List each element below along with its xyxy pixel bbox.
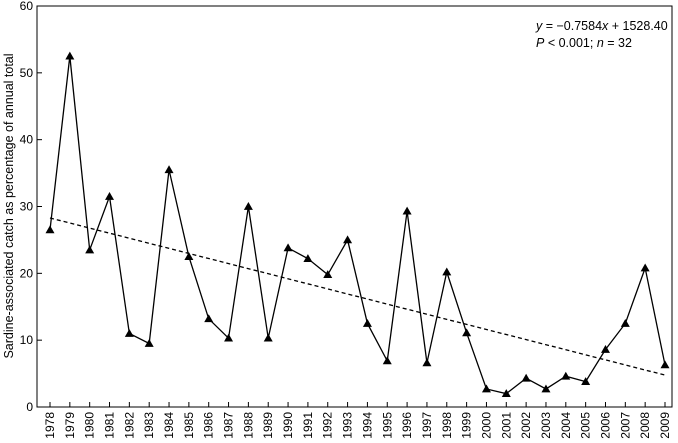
equation-x: x [601,19,609,33]
x-tick-label: 1998 [440,412,454,439]
x-tick-label: 1979 [63,412,77,439]
data-point-marker [660,360,670,369]
equation-intercept: + 1528.40 [608,19,667,33]
x-tick-label: 1989 [261,412,275,439]
data-point-marker [243,202,253,210]
series-line [49,56,666,395]
data-point-marker [85,245,95,254]
chart-axes [36,5,673,408]
stats-n: n [597,36,604,50]
x-tick-label: 1980 [83,412,97,439]
data-point-marker [184,252,194,260]
data-point-marker [402,206,412,215]
stats-n-value: = 32 [604,36,632,50]
data-point-marker [422,358,432,367]
series-markers [45,51,670,398]
data-point-marker [501,389,511,398]
y-tick-label: 30 [20,200,34,214]
regression-stats: P < 0.001; n = 32 [536,36,632,50]
x-tick-label: 2000 [479,412,493,439]
y-tick-label: 0 [26,400,33,414]
data-point-marker [343,235,353,244]
x-tick-label: 2003 [539,412,553,439]
x-tick-label: 1990 [281,412,295,439]
x-tick-label: 1991 [301,412,315,439]
x-tick-label: 1982 [122,412,136,439]
x-tick-label: 2001 [499,412,513,439]
stats-p: P [536,36,545,50]
data-point-marker [105,191,115,200]
x-tick-label: 2005 [579,412,593,439]
data-point-marker [620,318,630,327]
x-tick-label: 2007 [618,412,632,439]
data-point-marker [481,384,491,393]
x-tick-label: 1988 [241,412,255,439]
data-point-marker [164,165,174,174]
y-axis-title: Sardine-associated catch as percentage o… [2,53,16,358]
x-tick-label: 1987 [222,412,236,439]
y-tick-label: 10 [20,333,34,347]
trend-line [49,217,666,376]
data-point-marker [382,356,392,365]
data-point-marker [263,333,273,342]
x-tick-label: 2004 [559,412,573,439]
y-axis-ticks: 0 10 20 30 40 50 60 [20,0,42,414]
equation-slope: = −0.7584 [542,19,602,33]
data-point-marker [65,51,75,60]
data-point-marker [362,318,372,327]
x-tick-label: 1978 [43,412,57,439]
y-tick-label: 50 [20,66,34,80]
x-tick-label: 1997 [420,412,434,439]
x-tick-label: 1985 [182,412,196,439]
data-point-marker [45,225,55,234]
regression-equation: y = −0.7584x + 1528.40 [535,19,668,33]
x-tick-label: 1993 [341,412,355,439]
data-point-marker [462,328,472,337]
y-tick-label: 40 [20,133,34,147]
data-point-marker [303,254,313,263]
data-point-marker [283,243,293,252]
data-point-marker [442,267,452,276]
x-tick-label: 1999 [460,412,474,439]
x-tick-label: 1996 [400,412,414,439]
x-tick-label: 2008 [638,412,652,439]
data-point-marker [581,377,591,385]
x-tick-label: 1995 [380,412,394,439]
x-tick-label: 2002 [519,412,533,439]
x-tick-label: 2009 [658,412,672,439]
data-point-marker [224,333,234,342]
stats-p-value: < 0.001; [544,36,596,50]
x-tick-label: 1992 [321,412,335,439]
plot-frame [36,5,673,408]
data-point-marker [600,345,610,353]
data-point-marker [323,270,333,279]
data-point-marker [561,371,571,380]
y-tick-label: 60 [20,0,34,13]
data-point-marker [144,339,154,347]
x-tick-label: 1981 [103,412,117,439]
x-tick-label: 2006 [598,412,612,439]
y-tick-label: 20 [20,266,34,280]
x-tick-label: 1984 [162,412,176,439]
data-point-marker [541,384,551,393]
x-tick-label: 1983 [142,412,156,439]
x-tick-label: 1986 [202,412,216,439]
x-tick-label: 1994 [360,412,374,439]
data-point-marker [521,373,531,382]
x-axis-ticks: 1978 1979 1980 1981 1982 1983 1984 1985 1986 1987… [43,402,672,439]
data-point-marker [204,314,214,323]
data-point-marker [640,263,650,272]
data-point-marker [124,328,134,337]
equation-y: y [535,19,543,33]
